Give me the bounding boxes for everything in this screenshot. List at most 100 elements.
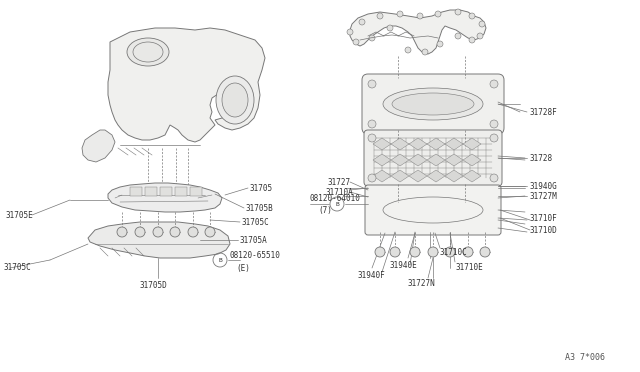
Circle shape: [410, 247, 420, 257]
FancyBboxPatch shape: [364, 130, 502, 186]
Polygon shape: [145, 187, 157, 196]
Circle shape: [455, 33, 461, 39]
Polygon shape: [130, 187, 142, 196]
Circle shape: [359, 19, 365, 25]
Polygon shape: [391, 170, 409, 182]
Polygon shape: [175, 187, 187, 196]
Polygon shape: [409, 154, 427, 166]
Polygon shape: [88, 222, 230, 258]
Circle shape: [368, 120, 376, 128]
Circle shape: [377, 13, 383, 19]
Text: 31705D: 31705D: [140, 280, 168, 289]
Text: 31727M: 31727M: [530, 192, 557, 201]
Text: 31710C: 31710C: [440, 247, 468, 257]
Text: 31710F: 31710F: [530, 214, 557, 222]
Circle shape: [369, 35, 375, 41]
Polygon shape: [445, 170, 463, 182]
Text: 31727: 31727: [328, 177, 351, 186]
Circle shape: [390, 247, 400, 257]
Text: 31710A: 31710A: [326, 187, 354, 196]
Circle shape: [490, 80, 498, 88]
Ellipse shape: [392, 93, 474, 115]
Circle shape: [479, 21, 485, 27]
Text: B: B: [335, 202, 339, 206]
Circle shape: [153, 227, 163, 237]
Text: 31710E: 31710E: [456, 263, 484, 273]
Polygon shape: [427, 154, 445, 166]
Text: 31705: 31705: [250, 183, 273, 192]
Circle shape: [422, 49, 428, 55]
Text: 31705C: 31705C: [242, 218, 269, 227]
Text: 31705B: 31705B: [246, 203, 274, 212]
Circle shape: [170, 227, 180, 237]
Polygon shape: [108, 183, 222, 212]
Ellipse shape: [222, 83, 248, 117]
Circle shape: [437, 41, 443, 47]
Text: 31940E: 31940E: [390, 260, 418, 269]
Polygon shape: [391, 154, 409, 166]
Polygon shape: [373, 154, 391, 166]
Circle shape: [347, 29, 353, 35]
Circle shape: [469, 13, 475, 19]
Polygon shape: [108, 28, 265, 142]
Text: 31705A: 31705A: [240, 235, 268, 244]
Ellipse shape: [383, 88, 483, 120]
Polygon shape: [463, 170, 481, 182]
Text: 31940F: 31940F: [358, 270, 386, 279]
Circle shape: [205, 227, 215, 237]
Circle shape: [490, 134, 498, 142]
Circle shape: [368, 134, 376, 142]
Polygon shape: [190, 187, 202, 196]
Polygon shape: [373, 170, 391, 182]
Circle shape: [463, 247, 473, 257]
Circle shape: [405, 47, 411, 53]
Circle shape: [375, 247, 385, 257]
Text: 08120-65510: 08120-65510: [230, 251, 281, 260]
Polygon shape: [391, 138, 409, 150]
Text: 31705E: 31705E: [5, 211, 33, 219]
Circle shape: [397, 11, 403, 17]
Circle shape: [135, 227, 145, 237]
Text: B: B: [218, 257, 222, 263]
FancyBboxPatch shape: [365, 185, 501, 235]
Text: (7): (7): [318, 205, 332, 215]
Circle shape: [353, 39, 359, 45]
Text: 31705C: 31705C: [3, 263, 31, 273]
Circle shape: [417, 13, 423, 19]
Text: 31727N: 31727N: [408, 279, 436, 288]
Circle shape: [368, 80, 376, 88]
Text: 31940G: 31940G: [530, 182, 557, 190]
Circle shape: [445, 247, 455, 257]
Circle shape: [490, 174, 498, 182]
Ellipse shape: [127, 38, 169, 66]
Polygon shape: [445, 138, 463, 150]
FancyBboxPatch shape: [362, 74, 504, 134]
Polygon shape: [427, 138, 445, 150]
Polygon shape: [427, 170, 445, 182]
Circle shape: [188, 227, 198, 237]
Text: 31728: 31728: [530, 154, 553, 163]
Circle shape: [117, 227, 127, 237]
Polygon shape: [160, 187, 172, 196]
Polygon shape: [82, 130, 115, 162]
Circle shape: [368, 174, 376, 182]
Polygon shape: [350, 10, 486, 54]
Text: A3 7*006: A3 7*006: [565, 353, 605, 362]
Circle shape: [435, 11, 441, 17]
Circle shape: [469, 37, 475, 43]
Circle shape: [387, 25, 393, 31]
Text: 31710D: 31710D: [530, 225, 557, 234]
Circle shape: [428, 247, 438, 257]
Polygon shape: [445, 154, 463, 166]
Polygon shape: [409, 170, 427, 182]
Circle shape: [490, 120, 498, 128]
Polygon shape: [463, 138, 481, 150]
Ellipse shape: [216, 76, 254, 124]
Circle shape: [477, 33, 483, 39]
Polygon shape: [373, 138, 391, 150]
Text: 31728F: 31728F: [530, 108, 557, 116]
Text: (E): (E): [236, 263, 250, 273]
Circle shape: [455, 9, 461, 15]
Polygon shape: [463, 154, 481, 166]
Polygon shape: [409, 138, 427, 150]
